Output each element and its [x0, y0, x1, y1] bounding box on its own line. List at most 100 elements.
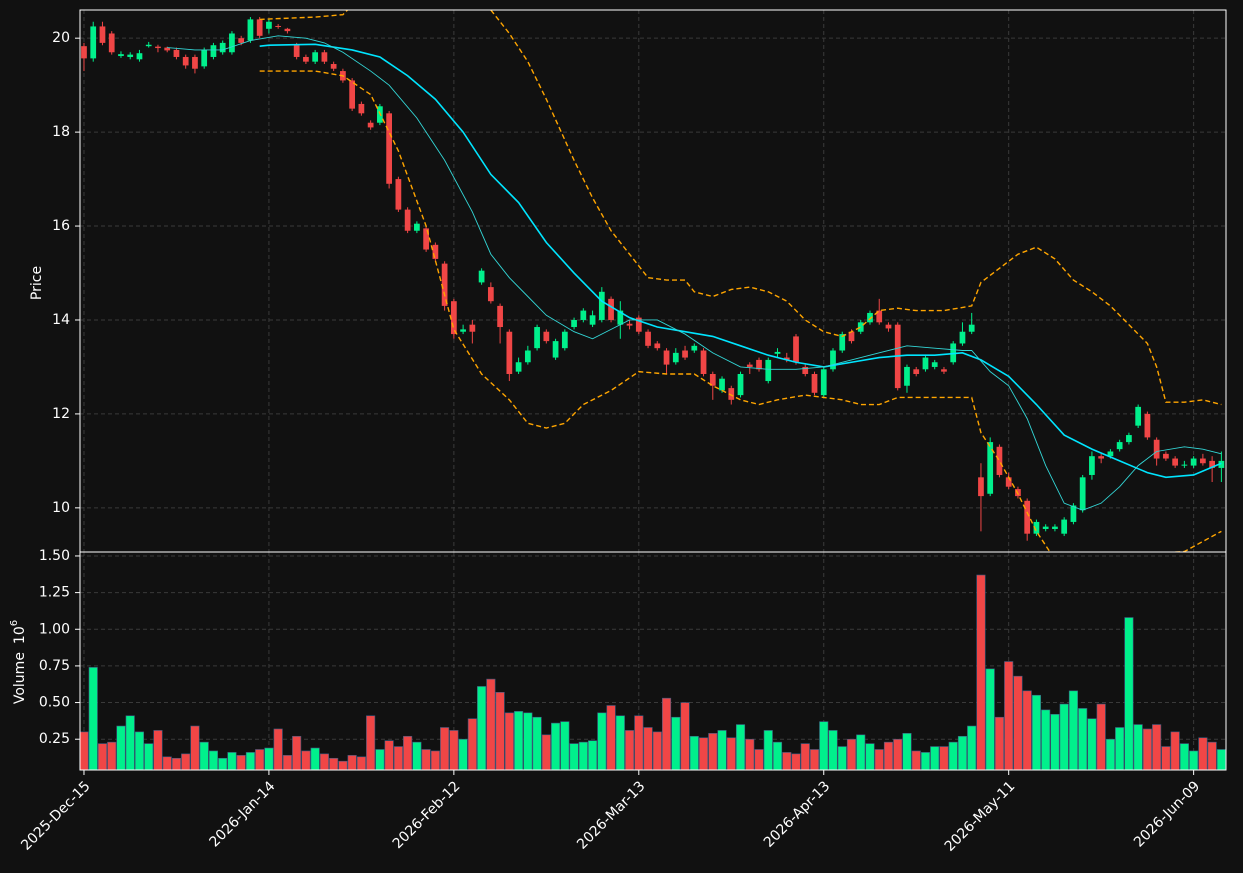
candle-body [941, 369, 947, 372]
volume-bar [671, 716, 681, 771]
candle-body [571, 319, 577, 328]
volume-bar [967, 725, 977, 771]
candle-body [312, 52, 319, 62]
volume-bar [578, 741, 588, 771]
volume-bar [569, 743, 579, 771]
candle-body [247, 19, 254, 41]
volume-bar [310, 747, 320, 771]
candle-body [534, 327, 540, 349]
candle-body [959, 331, 966, 344]
volume-bar [837, 746, 847, 771]
candle-body [155, 46, 161, 49]
volume-bar [236, 755, 246, 771]
candle-body [561, 331, 568, 349]
candle-body [709, 373, 716, 386]
volume-bar [412, 741, 422, 771]
volume-bar [1207, 741, 1217, 771]
candle-body [367, 122, 374, 128]
volume-bar [1004, 661, 1014, 771]
candle-body [423, 228, 429, 250]
volume-bar [726, 737, 736, 771]
candle-body [441, 263, 448, 306]
volume-bar [134, 731, 145, 771]
candle-body [1061, 519, 1068, 534]
volume-bar [948, 741, 958, 771]
candle-body [99, 26, 106, 43]
volume-bar [208, 750, 218, 771]
candle-body [774, 351, 781, 354]
volume-bar [994, 716, 1004, 771]
volume-bar [1087, 718, 1097, 771]
volume-label: Volume [12, 652, 28, 704]
volume-bar [883, 741, 894, 771]
volume-bar [772, 741, 783, 771]
candle-body [506, 331, 513, 374]
volume-bar [393, 746, 403, 771]
candle-body [478, 270, 485, 283]
indicator-line [259, 43, 1222, 479]
volume-bar [1105, 738, 1115, 771]
candle-body [996, 446, 1003, 475]
candle-body [830, 350, 836, 370]
volume-bar [440, 727, 450, 771]
candle-body [765, 359, 772, 382]
candle-body [210, 45, 217, 57]
volume-bar [745, 738, 755, 771]
candle-body [820, 369, 827, 396]
volume-bar [893, 738, 903, 771]
candle-body [275, 25, 282, 27]
candle-body [1181, 464, 1188, 466]
candle-body [395, 179, 402, 210]
candle-body [654, 343, 661, 349]
candle-body [229, 33, 235, 53]
candle-body [598, 291, 605, 320]
volume-bar [1115, 727, 1125, 771]
candle-body [414, 223, 420, 231]
indicator-line [167, 35, 1222, 511]
volume-bar [680, 702, 690, 771]
candle-body [108, 33, 115, 53]
candle-body [515, 362, 522, 372]
volume-bar [652, 731, 662, 771]
candle-body [284, 28, 291, 32]
volume-bar [245, 752, 255, 771]
volume-bar [97, 743, 108, 771]
volume-bar [319, 753, 329, 771]
candle-body [1163, 453, 1169, 459]
candle-body [321, 52, 328, 62]
y-tick-label: 1.25 [39, 585, 70, 601]
candle-body [358, 103, 365, 114]
volume-bar [588, 740, 598, 771]
volume-bar [421, 749, 431, 771]
volume-bar [190, 725, 200, 771]
candle-body [728, 388, 735, 400]
volume-bar [144, 743, 154, 771]
candle-body [876, 310, 883, 323]
volume-bar [791, 753, 801, 771]
candle-body [857, 322, 864, 332]
volume-bar [1133, 724, 1143, 771]
candle-body [543, 331, 550, 342]
candle-body [1200, 458, 1206, 464]
candle-body [293, 45, 300, 57]
candle-body [552, 341, 559, 358]
volume-bar [467, 718, 477, 771]
candle-body [589, 315, 596, 325]
volume-bar [856, 734, 866, 771]
volume-bar [532, 716, 542, 771]
candle-body [885, 324, 892, 329]
candle-body [524, 350, 531, 363]
volume-bar [708, 733, 718, 771]
candle-body [164, 47, 171, 51]
volume-bar [754, 749, 764, 771]
candle-body [238, 38, 245, 43]
volume-bar [356, 756, 366, 771]
y-tick-label: 14 [52, 312, 70, 328]
volume-bar [957, 735, 968, 771]
volume-bar [930, 746, 940, 771]
volume-plot [79, 574, 1226, 771]
candle-body [136, 53, 143, 60]
volume-bar [939, 746, 949, 771]
